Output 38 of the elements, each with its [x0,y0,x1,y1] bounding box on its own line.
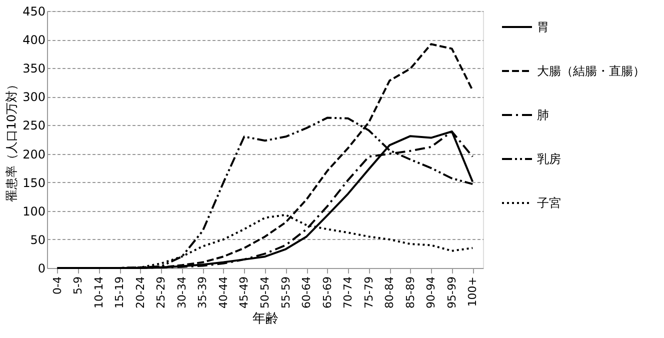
x-tick-label: 60-64 [300,276,314,308]
legend-label: 子宮 [537,196,561,210]
legend-label: 胃 [537,20,549,34]
y-axis-title: 罹患率（人口10万対） [4,78,19,203]
y-tick-label: 300 [22,90,46,104]
x-tick-label: 0-4 [50,276,64,294]
y-tick-label: 450 [22,4,46,18]
x-tick-label: 85-89 [404,276,417,308]
y-tick-label: 400 [22,33,46,48]
x-tick-label: 50-54 [258,276,272,308]
y-tick-label: 100 [22,204,46,218]
x-tick-label: 30-34 [175,276,188,308]
legend-label: 乳房 [537,152,561,166]
x-tick-label: 25-29 [154,276,168,308]
x-tick-label: 10-14 [92,276,106,308]
x-tick-label: 40-44 [216,276,230,308]
y-tick-label: 0 [38,262,46,276]
x-tick-label: 65-69 [320,276,334,308]
x-tick-label: 70-74 [342,276,355,308]
x-tick-label: 75-79 [362,276,376,308]
x-tick-label: 20-24 [134,276,147,308]
x-tick-label: 80-84 [383,276,396,308]
x-tick-label: 5-9 [72,276,85,294]
y-tick-label: 150 [22,176,46,190]
x-tick-label: 15-19 [113,276,126,308]
x-tick-label: 100+ [466,276,480,307]
x-axis-title: 年齢 [252,311,278,326]
x-tick-label: 45-49 [238,276,251,308]
y-tick-label: 200 [22,147,46,162]
y-tick-label: 350 [22,62,46,76]
x-tick-label: 90-94 [424,276,438,308]
legend-label: 大腸（結腸・直腸） [537,64,645,78]
y-tick-label: 50 [30,232,46,247]
x-tick-label: 55-59 [279,276,292,308]
x-tick-label: 35-39 [196,276,210,308]
x-tick-label: 95-99 [445,276,458,308]
legend-label: 肺 [537,108,549,122]
y-tick-label: 250 [22,118,46,133]
